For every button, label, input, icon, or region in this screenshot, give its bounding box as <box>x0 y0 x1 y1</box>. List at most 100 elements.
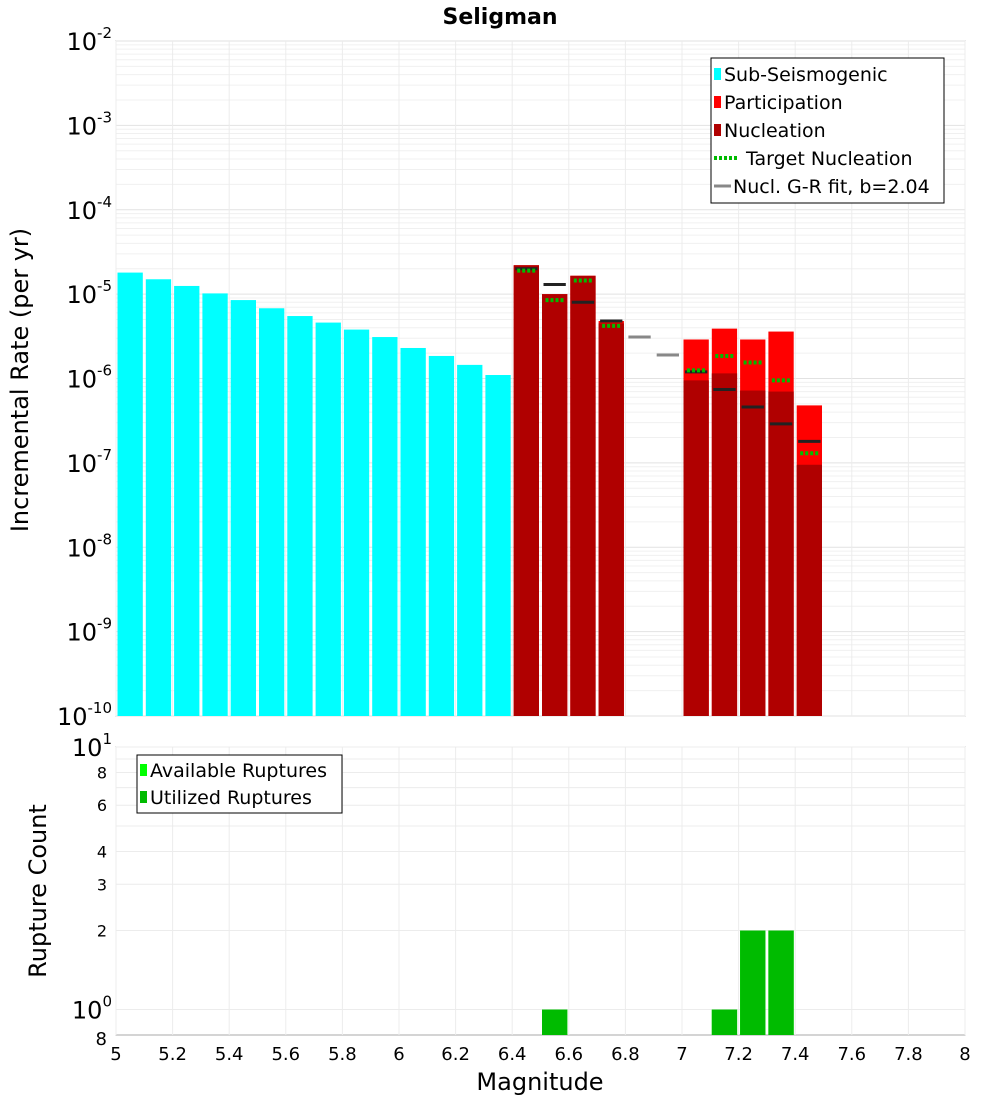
sub-seismogenic-bar <box>287 316 313 716</box>
rate-y-tick-base: 10 <box>66 366 97 394</box>
rate-y-tick-base: 10 <box>66 28 97 56</box>
x-tick-label: 7.8 <box>894 1044 923 1065</box>
count-y-bottom-tick-label: 8 <box>96 1029 107 1050</box>
rate-y-tick-exponent: -5 <box>97 277 112 295</box>
rate-y-tick-base: 10 <box>66 281 97 309</box>
sub-seismogenic-bar <box>174 285 200 716</box>
rate-y-tick-base: 10 <box>66 450 97 478</box>
sub-seismogenic-bar <box>428 355 455 716</box>
utilized-ruptures-bar <box>542 1009 568 1035</box>
x-tick-label: 8 <box>959 1044 970 1065</box>
rate-y-tick-exponent: -10 <box>88 699 113 717</box>
count-y-minor-tick-label: 8 <box>97 763 107 782</box>
nucleation-bar <box>740 390 766 716</box>
rate-y-tick-label: 10-4 <box>66 193 112 225</box>
rate-y-tick-base: 10 <box>66 197 97 225</box>
nucleation-bar <box>796 464 822 716</box>
rate-y-tick-label: 10-9 <box>66 615 112 647</box>
nucleation-bar <box>570 275 596 716</box>
sub-seismogenic-bar <box>202 293 228 716</box>
legend-label: Nucl. G-R fit, b=2.04 <box>733 176 930 198</box>
chart-title: Seligman <box>442 5 557 30</box>
sub-seismogenic-bar <box>117 272 143 716</box>
sub-seismogenic-bar <box>485 375 511 716</box>
count-y-tick-exponent: 1 <box>102 730 112 748</box>
x-axis-ticks: 5 5.2 5.4 5.6 5.8 6 6.2 6.4 6.6 6.8 7 7.2 7.4 7.6 7.8 8 <box>110 1044 970 1065</box>
rate-y-tick-exponent: -7 <box>97 446 112 464</box>
rate-y-tick-label: 10-3 <box>66 108 112 140</box>
count-legend: Available Ruptures Utilized Ruptures <box>136 754 343 814</box>
count-y-tick-base: 10 <box>72 997 103 1025</box>
count-legend-box <box>136 754 343 814</box>
rate-y-tick-base: 10 <box>57 703 88 731</box>
count-grid <box>115 746 966 1035</box>
x-tick-label: 7.6 <box>837 1044 866 1065</box>
count-y-minor-tick-label: 3 <box>97 875 107 894</box>
nucleation-bar <box>711 373 738 716</box>
rate-y-tick-exponent: -8 <box>97 530 112 548</box>
x-tick-label: 6.8 <box>611 1044 640 1065</box>
sub-seismogenic-bar <box>343 329 370 716</box>
count-y-minor-tick-label: 2 <box>97 922 107 941</box>
sub-seismogenic-bar <box>315 322 341 716</box>
rate-y-tick-label: 10-7 <box>66 446 112 478</box>
nucleation-bar <box>683 380 709 716</box>
rate-y-tick-exponent: -3 <box>97 108 112 126</box>
x-tick-label: 6.2 <box>441 1044 470 1065</box>
count-y-tick-base: 10 <box>72 734 103 762</box>
rate-y-tick-base: 10 <box>66 619 97 647</box>
count-y-minor-tick-label: 6 <box>97 796 107 815</box>
sub-seismogenic-bar <box>230 300 256 716</box>
rate-y-tick-label: 10-5 <box>66 277 112 309</box>
rate-legend-box <box>710 57 945 204</box>
rate-y-tick-label: 10-6 <box>66 362 112 394</box>
legend-swatch <box>714 96 721 108</box>
rate-y-tick-exponent: -9 <box>97 615 112 633</box>
sub-seismogenic-bar <box>259 308 285 716</box>
x-tick-label: 7.4 <box>781 1044 810 1065</box>
rate-bars <box>117 265 822 716</box>
nucleation-bar <box>542 294 568 716</box>
x-tick-label: 5 <box>110 1044 121 1065</box>
nucleation-bar <box>513 265 539 716</box>
legend-label: Target Nucleation <box>745 148 913 170</box>
legend-label: Available Ruptures <box>150 760 327 782</box>
legend-swatch <box>140 791 147 803</box>
x-tick-label: 7.2 <box>724 1044 753 1065</box>
rate-y-tick-exponent: -6 <box>97 362 112 380</box>
rate-y-axis-title: Incremental Rate (per yr) <box>6 228 34 532</box>
x-axis-title: Magnitude <box>476 1068 603 1096</box>
rate-y-tick-label: 10-10 <box>57 699 112 731</box>
utilized-ruptures-bar <box>711 1009 738 1035</box>
sub-seismogenic-bar <box>457 364 483 716</box>
utilized-ruptures-bar <box>768 930 794 1035</box>
count-y-axis-title: Rupture Count <box>24 804 52 978</box>
x-tick-label: 6 <box>393 1044 404 1065</box>
x-tick-label: 7 <box>676 1044 687 1065</box>
rate-y-tick-exponent: -2 <box>97 24 112 42</box>
count-y-tick-exponent: 0 <box>102 993 112 1011</box>
sub-seismogenic-bar <box>400 347 426 716</box>
x-tick-label: 5.8 <box>328 1044 357 1065</box>
x-tick-label: 5.4 <box>215 1044 244 1065</box>
rate-y-tick-label: 10-8 <box>66 530 112 562</box>
legend-label: Nucleation <box>724 120 826 142</box>
count-bars <box>542 930 794 1035</box>
sub-seismogenic-bar <box>145 279 172 716</box>
rate-y-tick-base: 10 <box>66 112 97 140</box>
utilized-ruptures-bar <box>740 930 766 1035</box>
rate-legend: Sub-Seismogenic Participation Nucleation Ta… <box>710 57 945 204</box>
legend-swatch <box>714 124 721 136</box>
legend-swatch <box>714 68 721 80</box>
rate-y-tick-base: 10 <box>66 534 97 562</box>
nucleation-bar <box>768 391 794 716</box>
nucleation-bar <box>598 323 624 716</box>
count-y-minor-tick-label: 4 <box>97 842 107 861</box>
count-y-tick-label: 101 <box>72 730 112 762</box>
legend-label: Utilized Ruptures <box>150 787 312 809</box>
x-tick-label: 6.4 <box>498 1044 527 1065</box>
